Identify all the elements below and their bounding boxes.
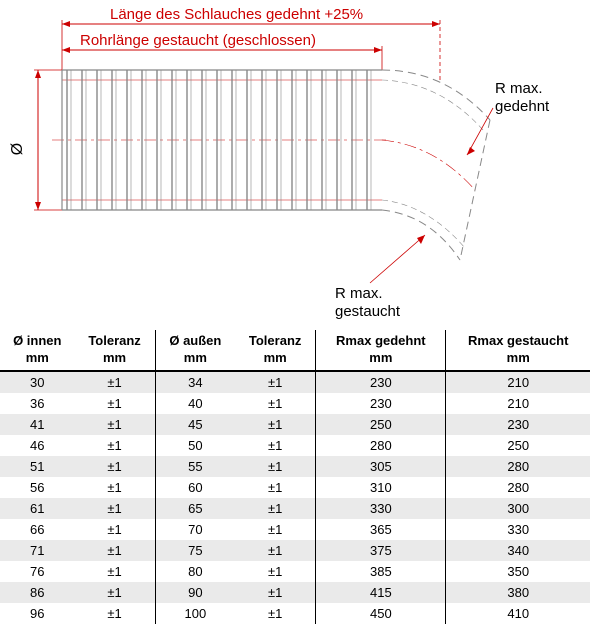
- table-cell: ±1: [235, 582, 316, 603]
- table-cell: ±1: [75, 603, 156, 624]
- table-cell: ±1: [235, 435, 316, 456]
- table-cell: 280: [446, 477, 590, 498]
- table-cell: 50: [155, 435, 235, 456]
- col-header: Toleranzmm: [235, 330, 316, 371]
- table-cell: 30: [0, 371, 75, 393]
- table-cell: 70: [155, 519, 235, 540]
- table-row: 51±155±1305280: [0, 456, 590, 477]
- table-header-row: Ø innenmmToleranzmmØ außenmmToleranzmmRm…: [0, 330, 590, 371]
- col-header: Ø innenmm: [0, 330, 75, 371]
- table-cell: 350: [446, 561, 590, 582]
- table-cell: 55: [155, 456, 235, 477]
- table-cell: 75: [155, 540, 235, 561]
- table-row: 71±175±1375340: [0, 540, 590, 561]
- table-cell: ±1: [235, 456, 316, 477]
- table-cell: 45: [155, 414, 235, 435]
- table-cell: ±1: [235, 371, 316, 393]
- table-cell: 415: [316, 582, 446, 603]
- table-cell: 86: [0, 582, 75, 603]
- table-row: 96±1100±1450410: [0, 603, 590, 624]
- table-cell: ±1: [75, 414, 156, 435]
- hose-svg: [0, 0, 590, 330]
- table-cell: ±1: [235, 498, 316, 519]
- table-cell: 250: [446, 435, 590, 456]
- table-cell: 41: [0, 414, 75, 435]
- table-cell: 65: [155, 498, 235, 519]
- table-cell: ±1: [75, 477, 156, 498]
- table-cell: 61: [0, 498, 75, 519]
- table-cell: 46: [0, 435, 75, 456]
- table-cell: ±1: [235, 561, 316, 582]
- table-cell: ±1: [75, 498, 156, 519]
- table-cell: 450: [316, 603, 446, 624]
- table-row: 41±145±1250230: [0, 414, 590, 435]
- table-cell: 210: [446, 393, 590, 414]
- table-row: 56±160±1310280: [0, 477, 590, 498]
- table-cell: 66: [0, 519, 75, 540]
- table-cell: 330: [446, 519, 590, 540]
- table-cell: 410: [446, 603, 590, 624]
- table-cell: ±1: [235, 414, 316, 435]
- table-cell: 375: [316, 540, 446, 561]
- table-cell: 90: [155, 582, 235, 603]
- table-cell: 230: [446, 414, 590, 435]
- table-cell: 80: [155, 561, 235, 582]
- table-cell: 300: [446, 498, 590, 519]
- col-header: Rmax gedehntmm: [316, 330, 446, 371]
- table-cell: 230: [316, 371, 446, 393]
- table-cell: 34: [155, 371, 235, 393]
- table-cell: ±1: [235, 603, 316, 624]
- table-row: 66±170±1365330: [0, 519, 590, 540]
- table-row: 30±134±1230210: [0, 371, 590, 393]
- table-body: 30±134±123021036±140±123021041±145±12502…: [0, 371, 590, 624]
- table-cell: 71: [0, 540, 75, 561]
- table-cell: 380: [446, 582, 590, 603]
- table-row: 61±165±1330300: [0, 498, 590, 519]
- table-cell: ±1: [75, 561, 156, 582]
- col-header: Rmax gestauchtmm: [446, 330, 590, 371]
- table-cell: 56: [0, 477, 75, 498]
- table-row: 76±180±1385350: [0, 561, 590, 582]
- table-cell: 385: [316, 561, 446, 582]
- table-cell: ±1: [235, 393, 316, 414]
- table-cell: 210: [446, 371, 590, 393]
- table-cell: 40: [155, 393, 235, 414]
- table-cell: ±1: [75, 540, 156, 561]
- table-cell: ±1: [75, 456, 156, 477]
- table-cell: ±1: [75, 582, 156, 603]
- table-cell: 51: [0, 456, 75, 477]
- table-cell: ±1: [235, 477, 316, 498]
- table-cell: 60: [155, 477, 235, 498]
- table-cell: 340: [446, 540, 590, 561]
- table-cell: ±1: [235, 519, 316, 540]
- col-header: Ø außenmm: [155, 330, 235, 371]
- table-cell: 100: [155, 603, 235, 624]
- spec-table: Ø innenmmToleranzmmØ außenmmToleranzmmRm…: [0, 330, 590, 624]
- table-row: 46±150±1280250: [0, 435, 590, 456]
- table-cell: 310: [316, 477, 446, 498]
- table-cell: 76: [0, 561, 75, 582]
- table-cell: ±1: [235, 540, 316, 561]
- hose-diagram: Länge des Schlauches gedehnt +25% Rohrlä…: [0, 0, 590, 330]
- table-cell: 36: [0, 393, 75, 414]
- table-cell: 365: [316, 519, 446, 540]
- table-cell: ±1: [75, 519, 156, 540]
- table-cell: 280: [446, 456, 590, 477]
- table-cell: ±1: [75, 435, 156, 456]
- table-row: 36±140±1230210: [0, 393, 590, 414]
- table-cell: 96: [0, 603, 75, 624]
- table-row: 86±190±1415380: [0, 582, 590, 603]
- table-cell: ±1: [75, 393, 156, 414]
- table-cell: 305: [316, 456, 446, 477]
- col-header: Toleranzmm: [75, 330, 156, 371]
- table-cell: 280: [316, 435, 446, 456]
- table-cell: 230: [316, 393, 446, 414]
- table-cell: 250: [316, 414, 446, 435]
- table-cell: 330: [316, 498, 446, 519]
- table-cell: ±1: [75, 371, 156, 393]
